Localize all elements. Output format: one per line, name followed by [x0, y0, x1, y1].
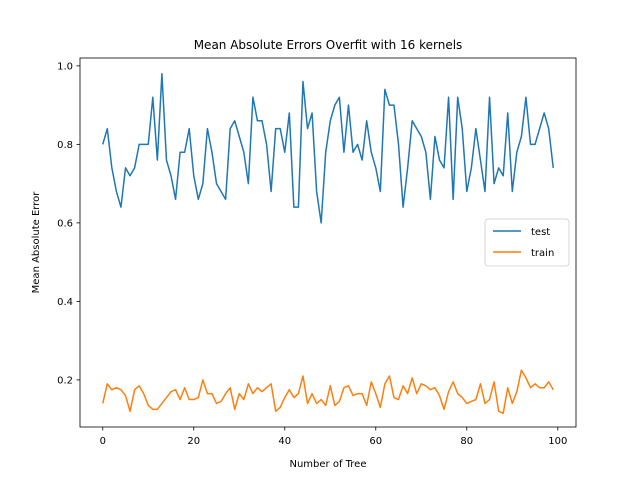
series-line-train: [102, 369, 554, 415]
plot-area-frame: [79, 57, 577, 428]
legend-test-label: test: [531, 227, 550, 238]
y-tick-label: 0.4: [57, 297, 73, 308]
series-line-test: [102, 72, 554, 224]
y-tick-label: 1.0: [57, 61, 73, 72]
x-tick-label: 0: [100, 436, 106, 447]
x-axis-label: Number of Tree: [289, 459, 366, 470]
x-axis: 0 20 40 60 80 100: [100, 427, 567, 447]
x-tick-label: 40: [278, 436, 291, 447]
legend-box: [484, 218, 570, 267]
series-layer: [102, 72, 554, 415]
x-tick-label: 100: [548, 436, 567, 447]
x-tick-label: 60: [369, 436, 382, 447]
y-axis: 0.2 0.4 0.6 0.8 1.0: [57, 61, 80, 386]
y-axis-label: Mean Absolute Error: [31, 191, 42, 294]
y-tick-label: 0.8: [57, 140, 73, 151]
x-tick-label: 20: [187, 436, 200, 447]
y-tick-label: 0.6: [57, 218, 73, 229]
chart-title: Mean Absolute Errors Overfit with 16 ker…: [194, 38, 463, 52]
x-tick-label: 80: [460, 436, 473, 447]
legend-train-label: train: [531, 248, 554, 259]
y-tick-label: 0.2: [57, 375, 73, 386]
legend: test train: [484, 218, 570, 267]
